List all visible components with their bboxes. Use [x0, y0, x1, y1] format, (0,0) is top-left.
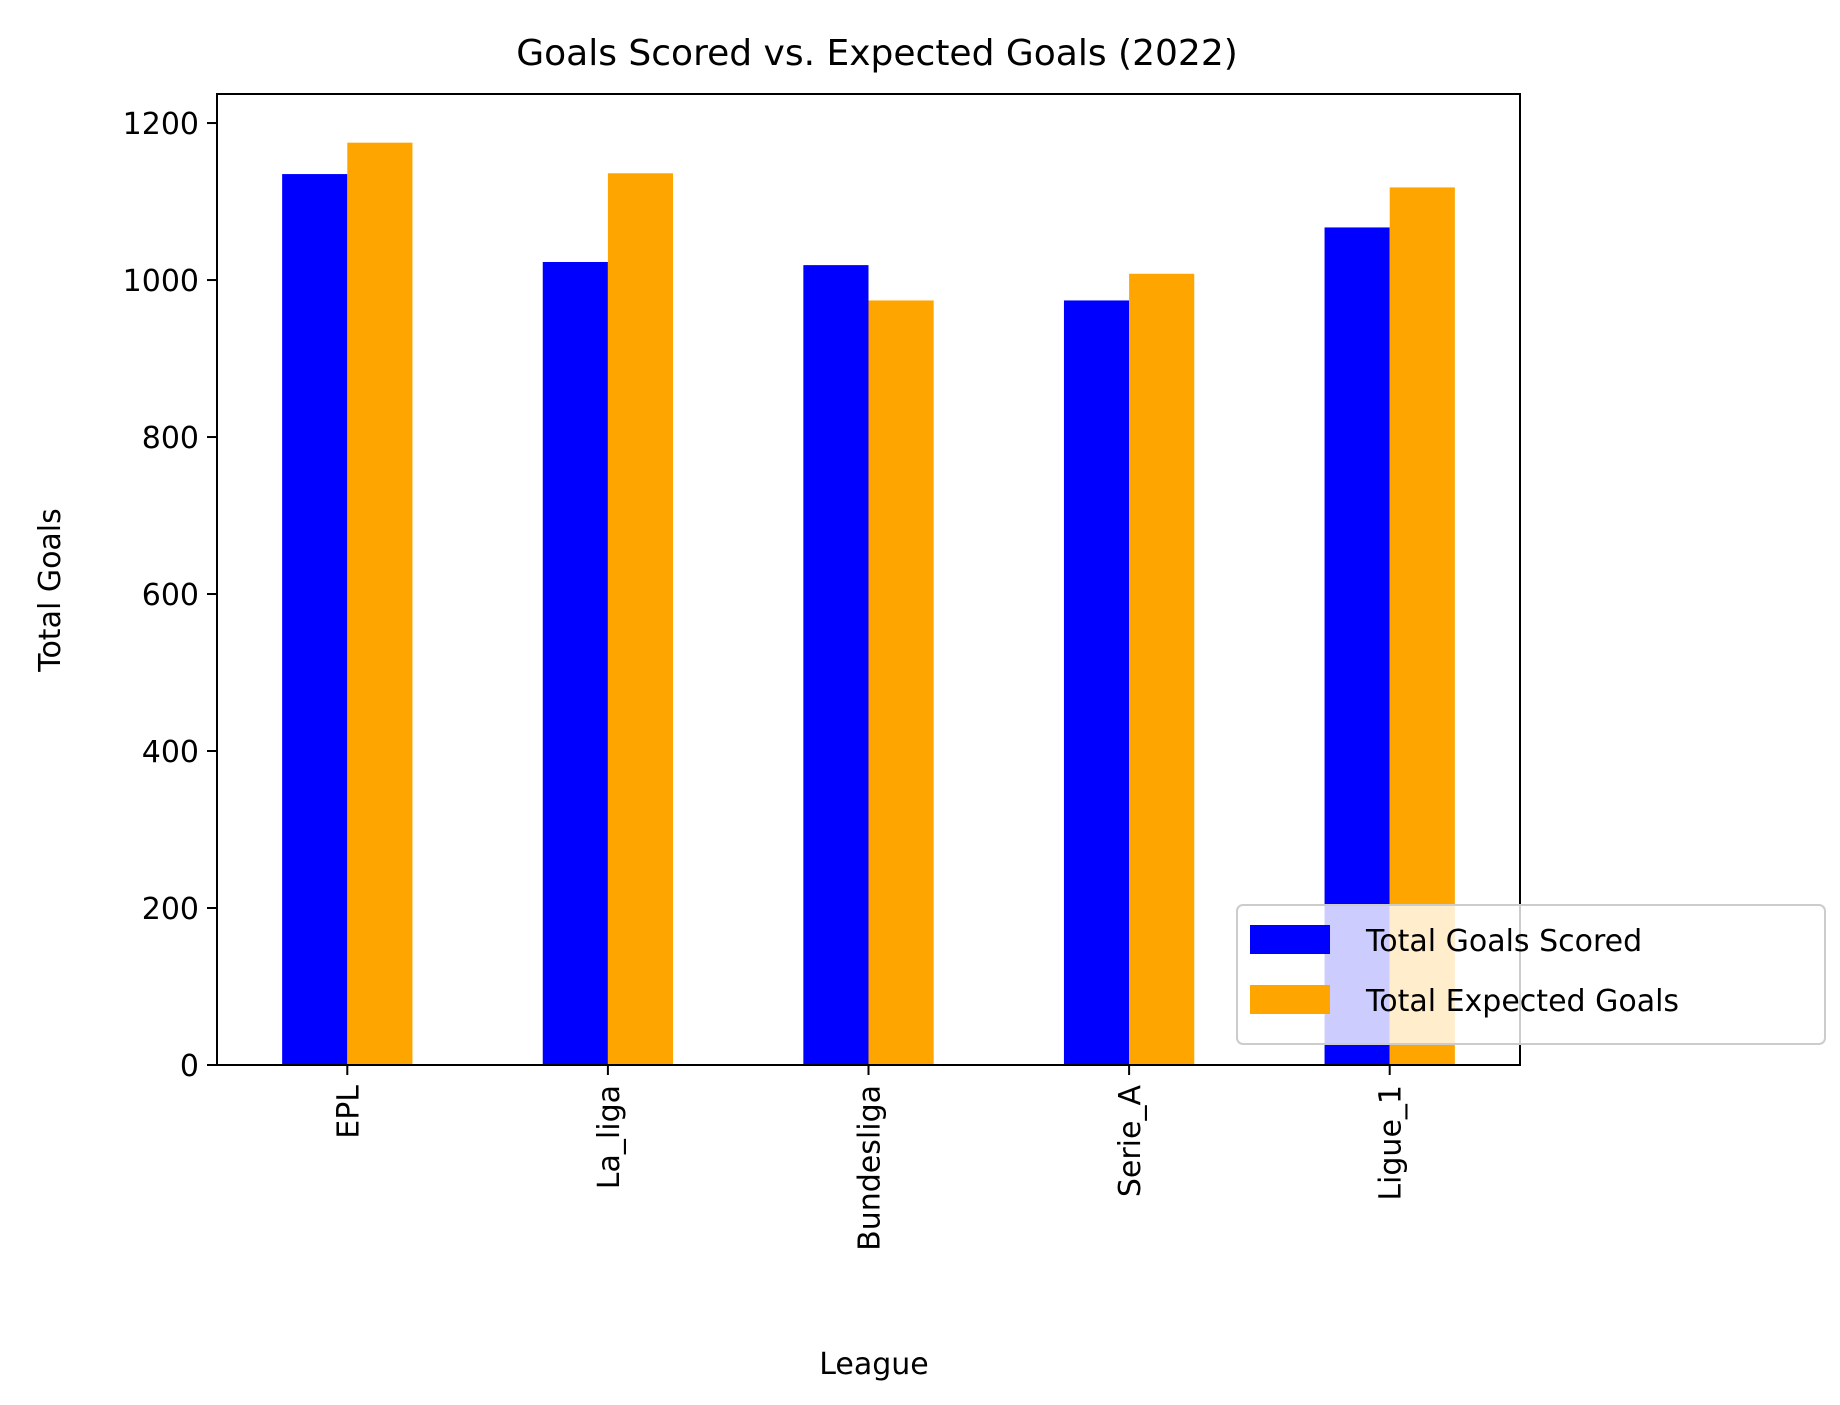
bar-la-liga-series-1 [542, 261, 608, 1066]
bar-serie-a-series-2 [1129, 273, 1195, 1065]
x-tick-label: Serie_A [1113, 1085, 1148, 1198]
bar-serie-a-series-1 [1063, 300, 1130, 1065]
y-tick-label: 800 [142, 421, 199, 456]
legend-swatch-series-1 [1250, 925, 1330, 954]
legend-box [1236, 904, 1826, 1045]
legend-label-series-2: Total Expected Goals [1365, 984, 1679, 1019]
legend-label-series-1: Total Goals Scored [1365, 924, 1642, 959]
bar-epl-series-1 [282, 174, 348, 1065]
y-tick-label: 0 [180, 1049, 199, 1084]
y-tick-label: 1200 [123, 107, 199, 142]
y-axis-label: Total Goals [33, 508, 68, 673]
x-tick-label: Bundesliga [853, 1085, 888, 1251]
y-tick-label: 200 [142, 892, 199, 927]
legend-swatch-series-2 [1250, 985, 1330, 1014]
x-tick-label: La_liga [592, 1085, 627, 1189]
bar-bundesliga-series-1 [803, 265, 869, 1065]
bar-la-liga-series-2 [607, 173, 674, 1065]
x-axis-label: League [819, 1347, 929, 1382]
bar-epl-series-2 [347, 142, 413, 1066]
chart-title: Goals Scored vs. Expected Goals (2022) [516, 33, 1238, 74]
y-tick-label: 1000 [123, 264, 199, 299]
bar-bundesliga-series-2 [868, 300, 934, 1065]
x-tick-label: Ligue_1 [1374, 1085, 1409, 1201]
y-tick-label: 400 [142, 735, 199, 770]
legend: Total Goals Scored Total Expected Goals [1236, 904, 1826, 1045]
x-axis: EPL La_liga Bundesliga Serie_A Ligue_1 [331, 1065, 1409, 1251]
x-tick-label: EPL [331, 1085, 366, 1139]
y-tick-label: 600 [142, 578, 199, 613]
y-axis: 0 200 400 600 800 1000 1200 [123, 107, 217, 1084]
